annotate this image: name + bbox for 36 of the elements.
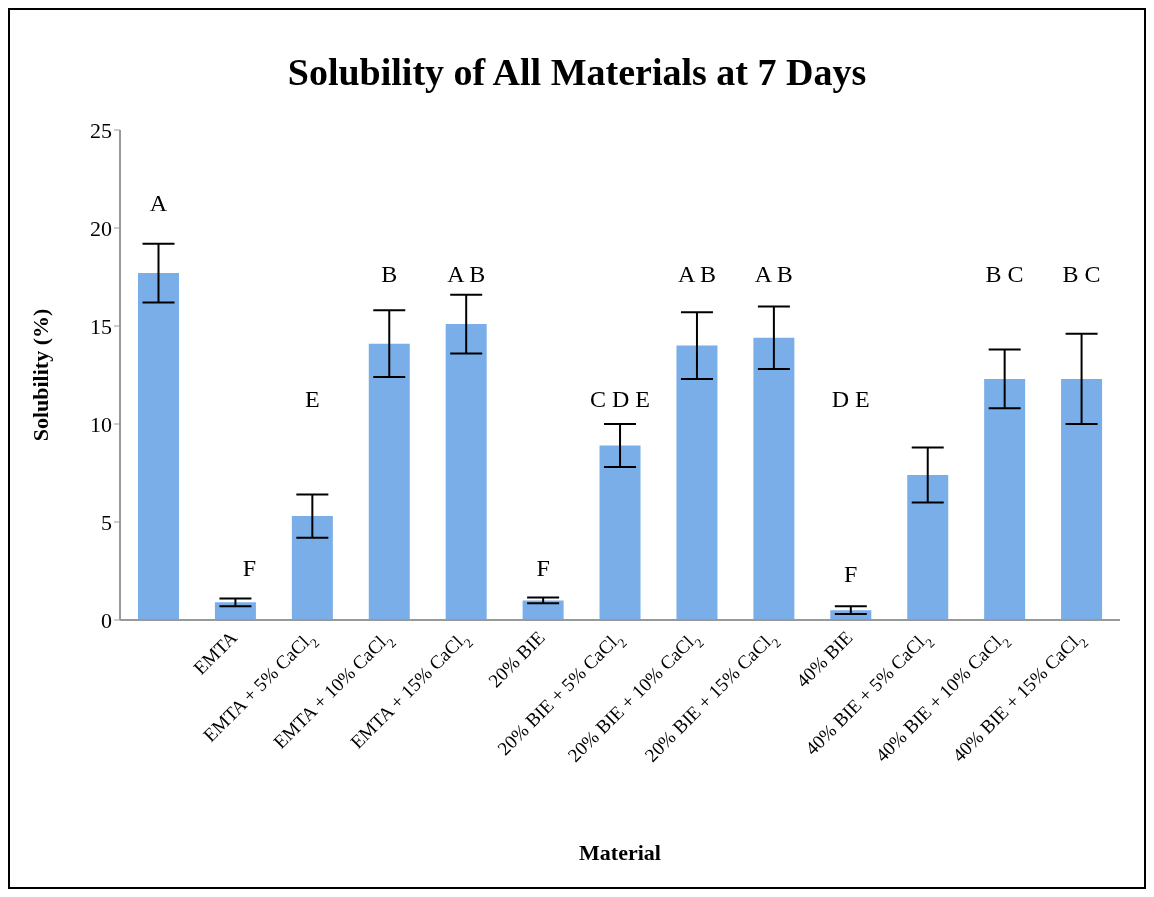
bar — [214, 602, 256, 620]
annotation: B — [381, 261, 398, 287]
y-tick-label: 0 — [101, 607, 112, 633]
annotation: F — [843, 561, 859, 588]
bar — [984, 378, 1026, 620]
bar — [1061, 378, 1103, 620]
y-tick-label: 10 — [90, 411, 112, 437]
y-tick-label: 25 — [90, 117, 112, 143]
annotation: B C — [1062, 261, 1101, 287]
y-axis-title: Solubility (%) — [27, 308, 53, 442]
y-tick-label: 15 — [90, 313, 112, 339]
annotation: C D E — [589, 386, 651, 413]
annotation: F — [535, 555, 551, 582]
bar — [368, 343, 410, 620]
x-tick-label: 20% BIE — [484, 627, 549, 692]
annotation: A B — [446, 261, 487, 288]
chart-title: Solubility of All Materials at 7 Days — [286, 50, 868, 94]
y-tick-label: 5 — [101, 509, 112, 535]
bar — [138, 273, 179, 620]
x-axis-title: Material — [579, 840, 661, 865]
annotation: A B — [754, 261, 793, 287]
x-tick-label: 40% BIE — [792, 627, 857, 692]
annotation: B C — [985, 261, 1024, 287]
annotation: E — [303, 386, 321, 413]
annotation: A B — [677, 261, 716, 287]
bar — [676, 345, 718, 620]
bar — [522, 600, 564, 620]
annotation: D E — [830, 386, 871, 413]
bar — [599, 445, 641, 620]
y-tick-label: 20 — [90, 215, 112, 241]
bar — [753, 337, 795, 620]
annotation: A — [148, 190, 169, 217]
bar — [445, 324, 487, 620]
annotation: F — [241, 555, 258, 582]
bar — [907, 474, 949, 620]
bar — [291, 516, 333, 620]
